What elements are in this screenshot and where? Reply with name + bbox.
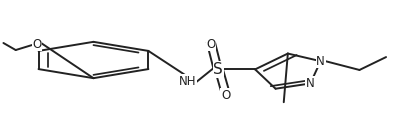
Text: N: N: [316, 55, 325, 68]
Text: O: O: [221, 89, 230, 102]
Text: S: S: [213, 62, 223, 77]
Text: N: N: [306, 77, 315, 90]
Text: O: O: [33, 38, 42, 51]
Text: O: O: [206, 38, 215, 51]
Text: NH: NH: [179, 75, 197, 88]
